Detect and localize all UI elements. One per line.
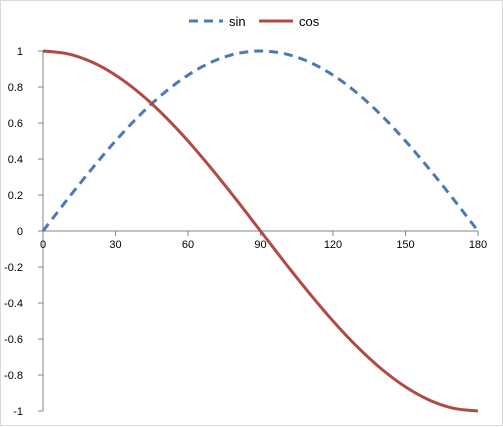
x-tick-label: 180 bbox=[469, 239, 487, 251]
x-tick-label: 150 bbox=[396, 239, 414, 251]
series-line-cos bbox=[42, 49, 479, 413]
y-tick-label: 0.6 bbox=[8, 118, 23, 130]
y-tick-label: 0 bbox=[17, 226, 23, 238]
x-tick-label: 90 bbox=[254, 239, 266, 251]
legend-item-cos: cos bbox=[259, 14, 320, 29]
legend: sin cos bbox=[189, 14, 320, 29]
y-tick-label: -0.8 bbox=[4, 370, 23, 382]
x-tick-label: 30 bbox=[109, 239, 121, 251]
y-tick-label: -0.6 bbox=[4, 334, 23, 346]
legend-label: sin bbox=[229, 14, 246, 29]
series-line-sin bbox=[41, 49, 480, 232]
x-tick-label: 120 bbox=[324, 239, 342, 251]
y-axis-ticks: -1 -0.8 -0.6 -0.4 -0.2 0 0.2 0.4 0.6 0.8 1 bbox=[4, 46, 43, 418]
y-tick-label: -1 bbox=[13, 406, 23, 418]
y-tick-label: 1 bbox=[17, 46, 23, 58]
x-tick-label: 60 bbox=[182, 239, 194, 251]
y-tick-label: -0.2 bbox=[4, 262, 23, 274]
y-tick-label: -0.4 bbox=[4, 298, 23, 310]
x-axis-ticks: 0 30 60 90 120 150 180 bbox=[40, 231, 487, 251]
y-tick-label: 0.8 bbox=[8, 82, 23, 94]
legend-item-sin: sin bbox=[189, 14, 246, 29]
y-tick-label: 0.4 bbox=[8, 154, 23, 166]
y-tick-label: 0.2 bbox=[8, 190, 23, 202]
legend-label: cos bbox=[299, 14, 320, 29]
x-tick-label: 0 bbox=[40, 239, 46, 251]
series-layer bbox=[41, 49, 480, 413]
